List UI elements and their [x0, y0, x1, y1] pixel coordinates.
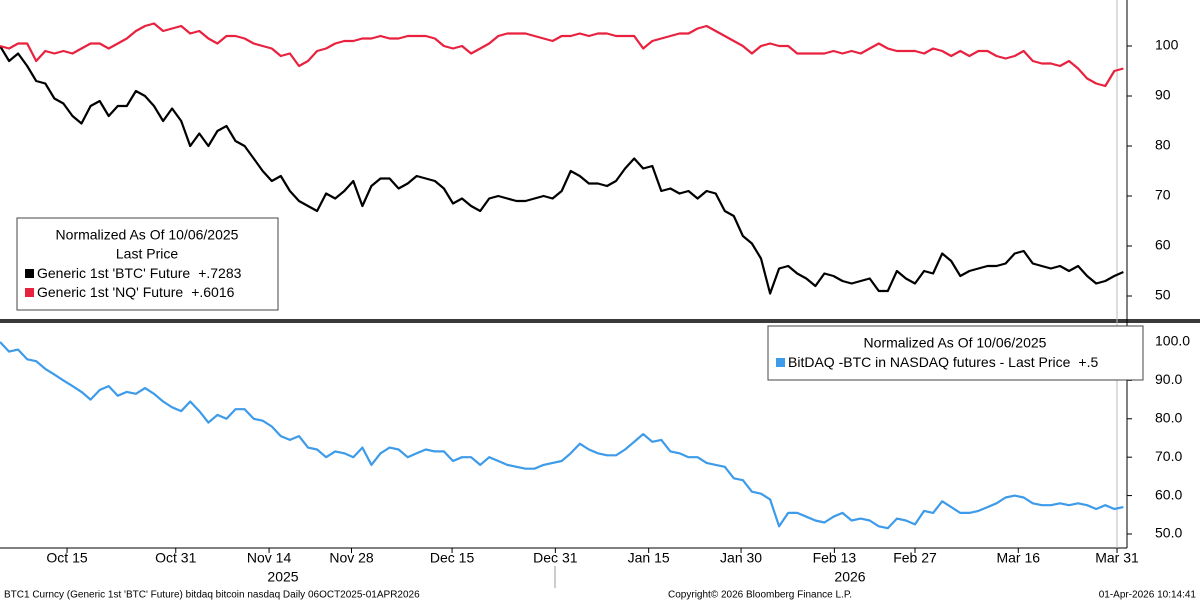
legend-name: BitDAQ -BTC in NASDAQ futures - Last Pri… — [788, 354, 1071, 370]
footer-center: Copyright© 2026 Bloomberg Finance L.P. — [668, 590, 852, 601]
legend-box — [767, 325, 1144, 381]
legend-title: Normalized As Of 10/06/2025 — [864, 335, 1047, 351]
year-label: 2025 — [267, 569, 298, 585]
legend-box — [16, 217, 279, 311]
legend-entry: Generic 1st 'NQ' Future +.6016 — [37, 284, 235, 300]
legend-swatch — [25, 269, 34, 278]
footer-right: 01-Apr-2026 10:14:41 — [1099, 590, 1197, 601]
legend-entry: BitDAQ -BTC in NASDAQ futures - Last Pri… — [788, 354, 1098, 370]
year-label: 2026 — [834, 569, 865, 585]
y-tick-label: 70.0 — [1155, 448, 1182, 464]
legend-swatch — [776, 358, 785, 367]
series-line — [0, 22, 1124, 88]
x-tick-label: Dec 15 — [430, 550, 475, 566]
legend-value: +.6016 — [191, 284, 234, 300]
legend-swatch — [25, 288, 34, 297]
y-tick-label: 70 — [1155, 187, 1171, 203]
x-tick-label: Dec 31 — [533, 550, 578, 566]
x-tick-label: Oct 15 — [46, 550, 87, 566]
legend-value: +.7283 — [198, 265, 241, 281]
x-tick-label: Nov 28 — [329, 550, 374, 566]
series-line — [0, 45, 1124, 295]
y-tick-label: 50.0 — [1155, 525, 1182, 541]
series-line — [0, 341, 1124, 530]
legend-value: +.5 — [1078, 354, 1098, 370]
x-tick-label: Feb 27 — [893, 550, 937, 566]
y-tick-label: 50 — [1155, 287, 1171, 303]
y-tick-label: 80.0 — [1155, 409, 1182, 425]
legend-title: Last Price — [116, 246, 178, 262]
y-tick-label: 60.0 — [1155, 486, 1182, 502]
x-tick-label: Mar 31 — [1095, 550, 1139, 566]
legend-name: Generic 1st 'BTC' Future — [37, 265, 190, 281]
x-tick-label: Mar 16 — [996, 550, 1040, 566]
panel-divider — [0, 319, 1200, 323]
footer-left: BTC1 Curncy (Generic 1st 'BTC' Future) b… — [4, 590, 420, 601]
x-tick-label: Oct 31 — [155, 550, 196, 566]
x-tick-label: Jan 15 — [628, 550, 670, 566]
x-tick-label: Nov 14 — [247, 550, 292, 566]
legend-title: Normalized As Of 10/06/2025 — [56, 227, 239, 243]
y-tick-label: 90.0 — [1155, 371, 1182, 387]
x-tick-label: Jan 30 — [720, 550, 762, 566]
legend-name: Generic 1st 'NQ' Future — [37, 284, 183, 300]
y-tick-label: 60 — [1155, 237, 1171, 253]
y-tick-label: 90 — [1155, 87, 1171, 103]
y-tick-label: 100.0 — [1155, 333, 1190, 349]
x-tick-label: Feb 13 — [813, 550, 857, 566]
y-tick-label: 100 — [1155, 37, 1179, 53]
y-tick-label: 80 — [1155, 137, 1171, 153]
legend-entry: Generic 1st 'BTC' Future +.7283 — [37, 265, 242, 281]
